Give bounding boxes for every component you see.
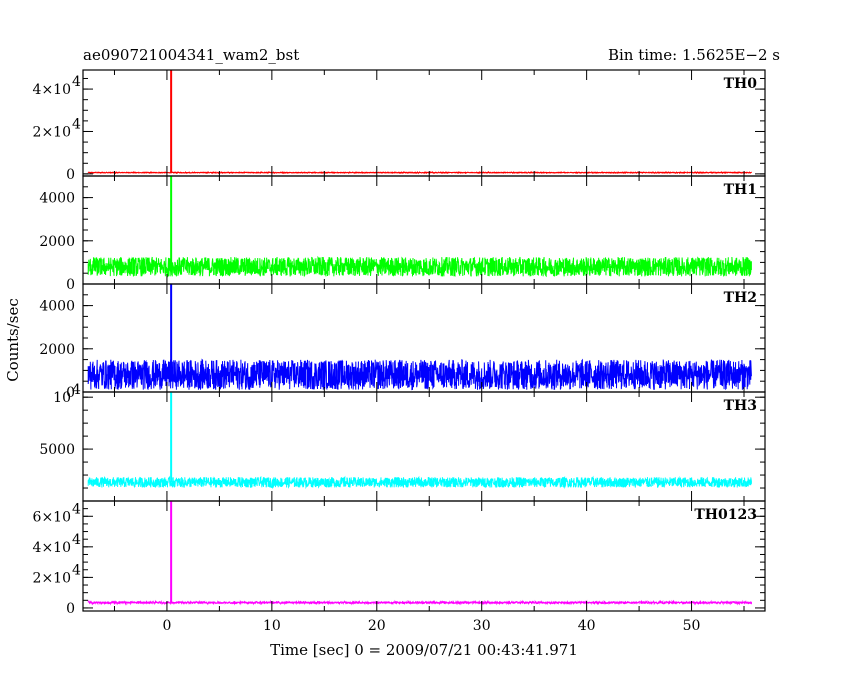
- panel-label-th0123: TH0123: [694, 507, 757, 523]
- y-tick-label-th1: 2000: [39, 234, 75, 250]
- panel-frame-th0: [82, 69, 766, 177]
- x-tick-label: 10: [263, 618, 281, 634]
- panel-th2: 0 2000 4000 TH2: [39, 283, 766, 401]
- panel-label-th3: TH3: [724, 398, 757, 414]
- y-tick-label-th0: 4×10: [33, 82, 71, 98]
- series-line-th1: [87, 255, 752, 278]
- x-axis-label: Time [sec] 0 = 2009/07/21 00:43:41.971: [270, 641, 578, 659]
- panel-th0123: 02×10 44×10 46×10 4 TH0123: [33, 500, 766, 617]
- y-tick-label-th0123: 4×10: [33, 540, 71, 556]
- y-tick-label-th2: 2000: [39, 342, 75, 358]
- panel-label-th2: TH2: [724, 290, 757, 306]
- y-tick-label-th0: 0: [66, 167, 75, 183]
- series-line-th3: [87, 475, 752, 490]
- y-tick-label-th0123: 0: [66, 601, 75, 617]
- x-tick-label: 0: [162, 618, 171, 634]
- y-tick-label-th2: 0: [66, 385, 75, 401]
- y-tick-label-th3: 5000: [39, 442, 75, 458]
- series-line-th2: [87, 358, 752, 391]
- y-tick-exponent-th0123: 4: [72, 501, 81, 517]
- panel-th0: 02×10 44×10 4 TH0: [33, 69, 766, 183]
- x-tick-label: 20: [368, 618, 386, 634]
- y-tick-label-th2: 4000: [39, 299, 75, 315]
- y-tick-label-th3: 10: [53, 390, 71, 406]
- y-tick-exponent-th0123: 4: [72, 562, 81, 578]
- panel-frame-th0123: [82, 500, 766, 612]
- y-tick-label-th0: 2×10: [33, 124, 71, 140]
- x-tick-label: 30: [473, 618, 491, 634]
- y-tick-exponent-th0: 4: [72, 74, 81, 90]
- y-tick-label-th1: 4000: [39, 191, 75, 207]
- y-tick-exponent-th0123: 4: [72, 532, 81, 548]
- y-tick-label-th0123: 2×10: [33, 570, 71, 586]
- series-line-th0: [87, 170, 752, 175]
- x-tick-label: 50: [683, 618, 701, 634]
- y-tick-label-th1: 0: [66, 277, 75, 293]
- panel-label-th1: TH1: [724, 182, 757, 198]
- y-tick-exponent-th0: 4: [72, 116, 81, 132]
- series-line-th0123: [87, 599, 752, 606]
- y-tick-exponent-th3: 4: [72, 382, 81, 398]
- panel-label-th0: TH0: [724, 76, 758, 92]
- bin-time-label: Bin time: 1.5625E−2 s: [608, 46, 780, 64]
- observation-id-title: ae090721004341_wam2_bst: [83, 46, 299, 64]
- y-axis-label: Counts/sec: [4, 298, 22, 382]
- panels-group: 02×10 44×10 4 TH0020004000TH1020004000TH250…: [33, 69, 766, 634]
- panel-th1: 0 2000 4000 TH1: [39, 175, 766, 293]
- y-tick-label-th0123: 6×10: [33, 509, 71, 525]
- x-tick-label: 40: [578, 618, 596, 634]
- panel-th3: 5000 10 4 TH3: [39, 382, 766, 502]
